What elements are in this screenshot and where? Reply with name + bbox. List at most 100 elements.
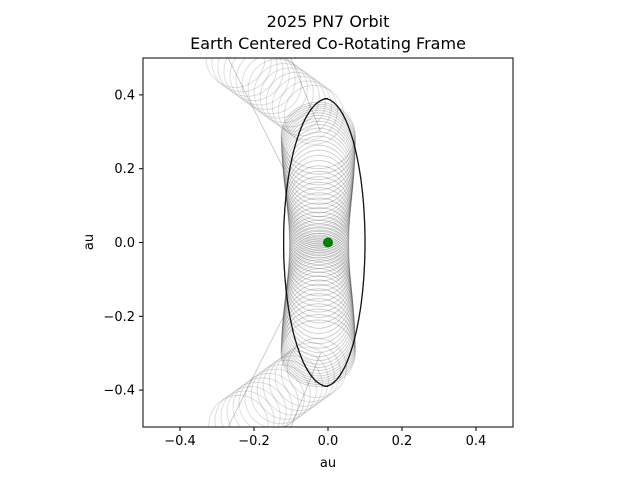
orbit-loop <box>284 261 354 349</box>
orbit-drift-loop <box>241 58 302 115</box>
orbit-loop <box>281 293 356 377</box>
orbit-envelope <box>283 98 366 387</box>
orbit-drift-loop <box>214 390 275 427</box>
orbit-loop <box>281 298 356 379</box>
orbit-loop <box>281 288 356 374</box>
orbit-loop <box>281 109 356 191</box>
orbit-loop <box>288 235 350 287</box>
orbit-drift-loop <box>283 84 344 145</box>
orbit-loop <box>287 181 351 245</box>
orbit-drift-loop <box>235 58 296 110</box>
orbit-envelope <box>283 98 366 387</box>
orbit-loop <box>286 170 352 241</box>
orbit-loop <box>288 197 350 251</box>
orbit-loop <box>280 313 356 386</box>
orbit-loop <box>287 242 351 302</box>
orbit-drift-edge <box>290 353 322 427</box>
orbit-drift-loop <box>226 381 287 427</box>
orbit-loop <box>282 275 355 365</box>
orbit-trace <box>205 58 366 427</box>
orbit-loop <box>280 105 356 181</box>
orbit-drift-loop <box>232 377 293 427</box>
orbit-drift-loop <box>238 372 299 427</box>
x-axis-label: au <box>320 456 336 471</box>
orbit-loop <box>283 131 354 221</box>
x-tick-label: −0.4 <box>164 434 196 449</box>
orbit-loop <box>281 114 356 201</box>
orbit-drift-loop <box>277 80 338 141</box>
orbit-loop <box>284 144 353 230</box>
orbit-loop <box>282 120 355 210</box>
orbit-loop <box>288 232 350 282</box>
orbit-loop <box>280 101 356 170</box>
y-tick-label: −0.4 <box>103 384 135 399</box>
y-tick-label: 0.0 <box>114 236 135 251</box>
orbit-loop <box>288 226 350 273</box>
orbit-loop <box>287 246 351 313</box>
orbit-drift-loop <box>208 394 269 427</box>
orbit-loop <box>286 165 352 239</box>
orbit-drift-loop <box>262 355 323 416</box>
y-tick-label: −0.2 <box>103 310 135 325</box>
orbit-drift-edge <box>227 58 285 169</box>
orbit-loop <box>281 283 356 372</box>
orbit-loop <box>282 123 355 214</box>
orbit-loop <box>288 215 350 262</box>
x-axis: −0.4 −0.2 0.0 0.2 0.4 <box>164 427 486 449</box>
orbit-loop <box>285 159 352 237</box>
orbit-loop <box>283 127 355 218</box>
y-tick-label: 0.4 <box>114 88 135 103</box>
orbit-drift-loop <box>259 67 320 128</box>
orbit-loop <box>285 149 353 233</box>
orbit-drift-loop <box>229 58 290 106</box>
orbit-loop <box>288 211 350 259</box>
orbit-loop <box>280 103 356 175</box>
orbit-loop <box>283 267 354 358</box>
orbit-loop <box>284 140 354 227</box>
orbit-envelope <box>283 98 366 387</box>
orbit-loop <box>283 135 354 224</box>
orbit-loop <box>283 271 355 362</box>
orbit-drift-loop <box>265 71 326 132</box>
orbit-loop <box>282 279 355 369</box>
orbit-loop <box>288 219 350 266</box>
orbit-loop <box>284 259 353 345</box>
orbit-drift-loop <box>250 364 311 425</box>
orbit-loop <box>280 319 356 387</box>
orbit-loop <box>288 237 350 292</box>
orbit-drift-loop <box>205 58 266 89</box>
orbit-loop <box>285 256 353 340</box>
x-tick-label: 0.2 <box>392 434 413 449</box>
orbit-loop <box>285 154 353 235</box>
orbit-loop <box>285 252 352 329</box>
orbit-drift-loop <box>253 62 314 124</box>
orbit-drift-loop <box>220 385 281 427</box>
orbit-loop <box>288 223 350 269</box>
orbit-drift-loop <box>244 368 305 427</box>
orbit-loop <box>287 176 351 243</box>
orbit-drift-edge <box>290 58 322 132</box>
orbit-loop <box>288 240 350 297</box>
orbit-loop <box>283 264 354 354</box>
orbit-loop <box>287 244 351 308</box>
chart-subtitle: Earth Centered Co-Rotating Frame <box>190 34 466 53</box>
orbit-drift-loop <box>280 342 341 403</box>
orbit-loop <box>285 254 353 335</box>
orbit-loop <box>288 207 350 256</box>
orbit-loop <box>280 308 356 384</box>
y-axis: −0.4 −0.2 0.0 0.2 0.4 <box>103 88 143 399</box>
orbit-drift-loop <box>268 351 329 412</box>
orbit-drift-edge <box>227 316 285 427</box>
orbit-drift-loop <box>271 76 332 137</box>
chart-title: 2025 PN7 Orbit <box>267 12 390 31</box>
orbit-drift-loop <box>223 58 284 102</box>
orbit-drift-loop <box>247 58 308 119</box>
orbit-drift-loop <box>286 337 347 399</box>
orbit-drift-loop <box>274 346 335 407</box>
orbit-loop <box>286 250 352 324</box>
orbit-drift-loop <box>256 359 317 420</box>
orbit-loop <box>286 248 352 319</box>
orbit-loop <box>288 230 350 278</box>
orbit-loop <box>287 186 351 247</box>
